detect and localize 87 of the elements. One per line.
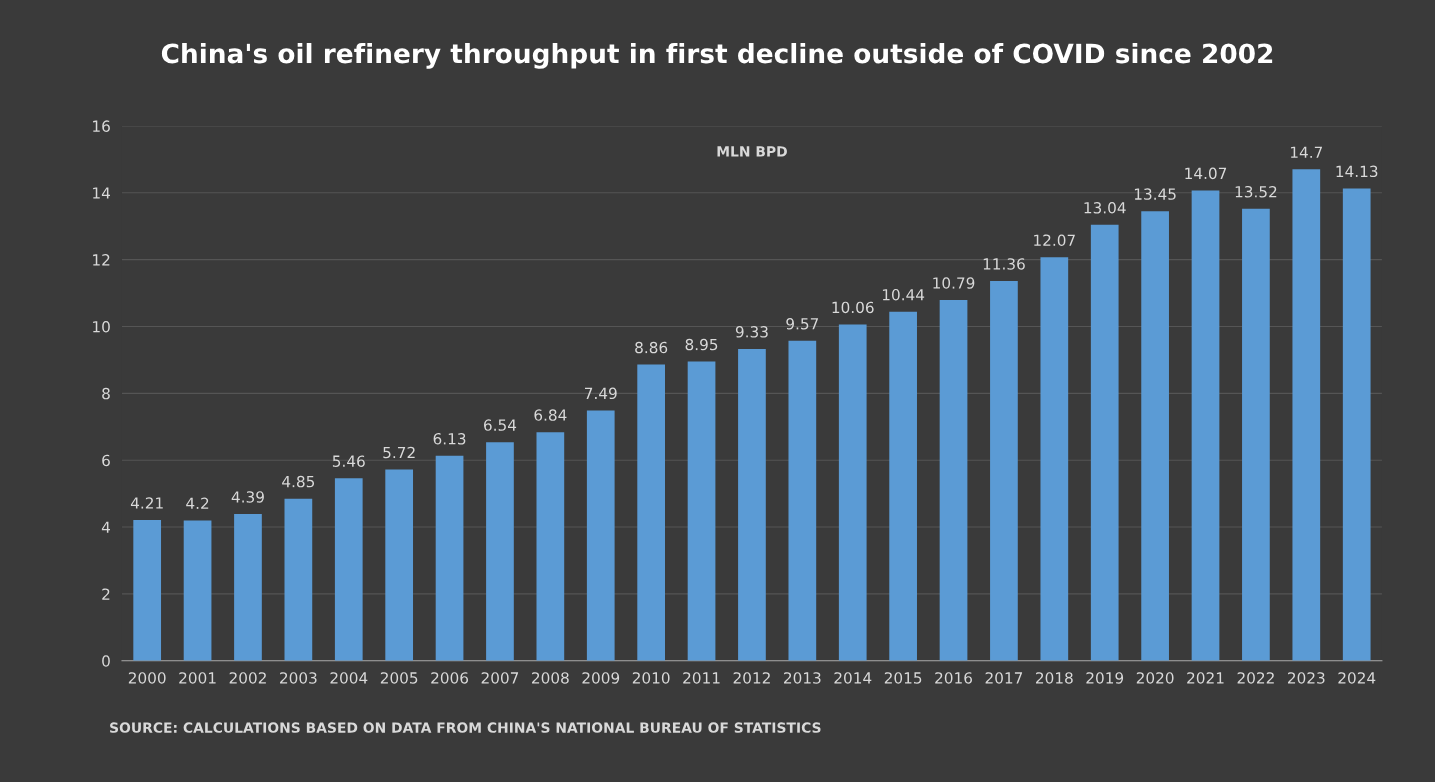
y-tick-label: 4 xyxy=(101,521,111,533)
x-tick-label: 2004 xyxy=(330,672,368,684)
chart-title: China's oil refinery throughput in first decline outside of COVID since 2002 xyxy=(161,43,1273,69)
y-tick-label: 16 xyxy=(93,120,110,132)
bar xyxy=(385,469,414,661)
bar xyxy=(1191,190,1220,661)
x-tick-label: 2021 xyxy=(1187,672,1224,684)
data-label: 4.2 xyxy=(186,497,209,509)
data-label: 10.06 xyxy=(832,301,874,314)
y-tick-label: 10 xyxy=(93,320,110,333)
data-label: 9.57 xyxy=(786,318,819,330)
y-tick-label: 12 xyxy=(93,254,110,266)
data-label: 14.7 xyxy=(1290,146,1323,158)
x-tick-label: 2018 xyxy=(1036,672,1073,684)
bar xyxy=(435,455,464,661)
data-label: 4.39 xyxy=(231,491,264,503)
data-label: 14.07 xyxy=(1185,167,1227,180)
data-label: 11.36 xyxy=(983,258,1025,270)
bar xyxy=(637,364,665,661)
bar xyxy=(133,520,162,661)
source-note: SOURCE: CALCULATIONS BASED ON DATA FROM CHINA'S NATIONAL BUREAU OF STATISTICS xyxy=(110,722,821,733)
data-label: 5.46 xyxy=(332,455,365,467)
data-label: 12.07 xyxy=(1034,234,1075,246)
x-tick-label: 2015 xyxy=(884,672,922,684)
bar xyxy=(1292,169,1321,661)
data-label: 7.49 xyxy=(584,387,617,400)
bar xyxy=(1040,257,1069,661)
bar xyxy=(1141,211,1169,661)
data-label: 6.13 xyxy=(433,433,466,445)
x-tick-label: 2007 xyxy=(481,672,519,684)
data-label: 6.84 xyxy=(534,409,567,421)
y-tick-label: 0 xyxy=(102,655,110,667)
bar xyxy=(486,442,514,661)
bar xyxy=(234,514,262,661)
bar xyxy=(334,478,363,661)
data-label: 4.21 xyxy=(130,497,163,509)
data-label: 10.79 xyxy=(933,277,975,289)
x-tick-label: 2014 xyxy=(834,672,872,684)
bar xyxy=(990,281,1018,661)
bar xyxy=(284,498,313,661)
data-label: 6.54 xyxy=(484,419,517,431)
bar xyxy=(1242,208,1270,661)
x-tick-label: 2002 xyxy=(229,672,266,684)
x-tick-label: 2024 xyxy=(1338,672,1376,684)
data-label: 13.04 xyxy=(1084,202,1126,214)
bar xyxy=(1090,224,1119,661)
x-tick-label: 2009 xyxy=(582,672,620,684)
bar xyxy=(939,300,968,661)
annotation: MLN BPD xyxy=(717,146,787,157)
x-tick-label: 2013 xyxy=(784,672,821,684)
data-label: 8.86 xyxy=(635,341,668,354)
x-tick-label: 2023 xyxy=(1287,672,1325,684)
x-tick-label: 2000 xyxy=(128,672,166,684)
y-tick-label: 14 xyxy=(93,187,111,199)
data-label: 8.95 xyxy=(685,338,718,351)
data-label: 10.44 xyxy=(882,288,925,301)
data-label: 9.33 xyxy=(735,326,768,338)
y-tick-label: 6 xyxy=(102,454,110,467)
bar xyxy=(687,361,716,661)
bar xyxy=(586,410,615,661)
x-tick-label: 2012 xyxy=(733,672,770,684)
x-tick-label: 2003 xyxy=(280,672,317,684)
x-tick-label: 2006 xyxy=(431,672,469,684)
bar xyxy=(738,348,766,661)
x-tick-label: 2019 xyxy=(1086,672,1124,684)
bar xyxy=(788,340,817,661)
x-tick-label: 2001 xyxy=(179,672,216,684)
data-label: 4.85 xyxy=(282,475,315,488)
data-label: 13.52 xyxy=(1235,185,1277,198)
x-tick-label: 2022 xyxy=(1237,672,1274,684)
x-tick-label: 2011 xyxy=(683,672,720,684)
data-label: 5.72 xyxy=(383,446,415,459)
data-label: 14.13 xyxy=(1336,165,1378,178)
y-tick-label: 8 xyxy=(102,387,110,400)
bar xyxy=(838,324,867,661)
bar xyxy=(536,432,565,661)
x-tick-label: 2020 xyxy=(1136,672,1174,684)
x-tick-label: 2017 xyxy=(985,672,1023,684)
y-tick-label: 2 xyxy=(102,588,110,600)
bar xyxy=(889,311,917,661)
data-label: 13.45 xyxy=(1134,188,1176,200)
x-tick-label: 2010 xyxy=(632,672,670,684)
bar xyxy=(1342,188,1371,661)
x-tick-label: 2008 xyxy=(532,672,569,684)
x-tick-label: 2005 xyxy=(380,672,418,684)
bar xyxy=(183,520,212,661)
x-tick-label: 2016 xyxy=(935,672,973,684)
